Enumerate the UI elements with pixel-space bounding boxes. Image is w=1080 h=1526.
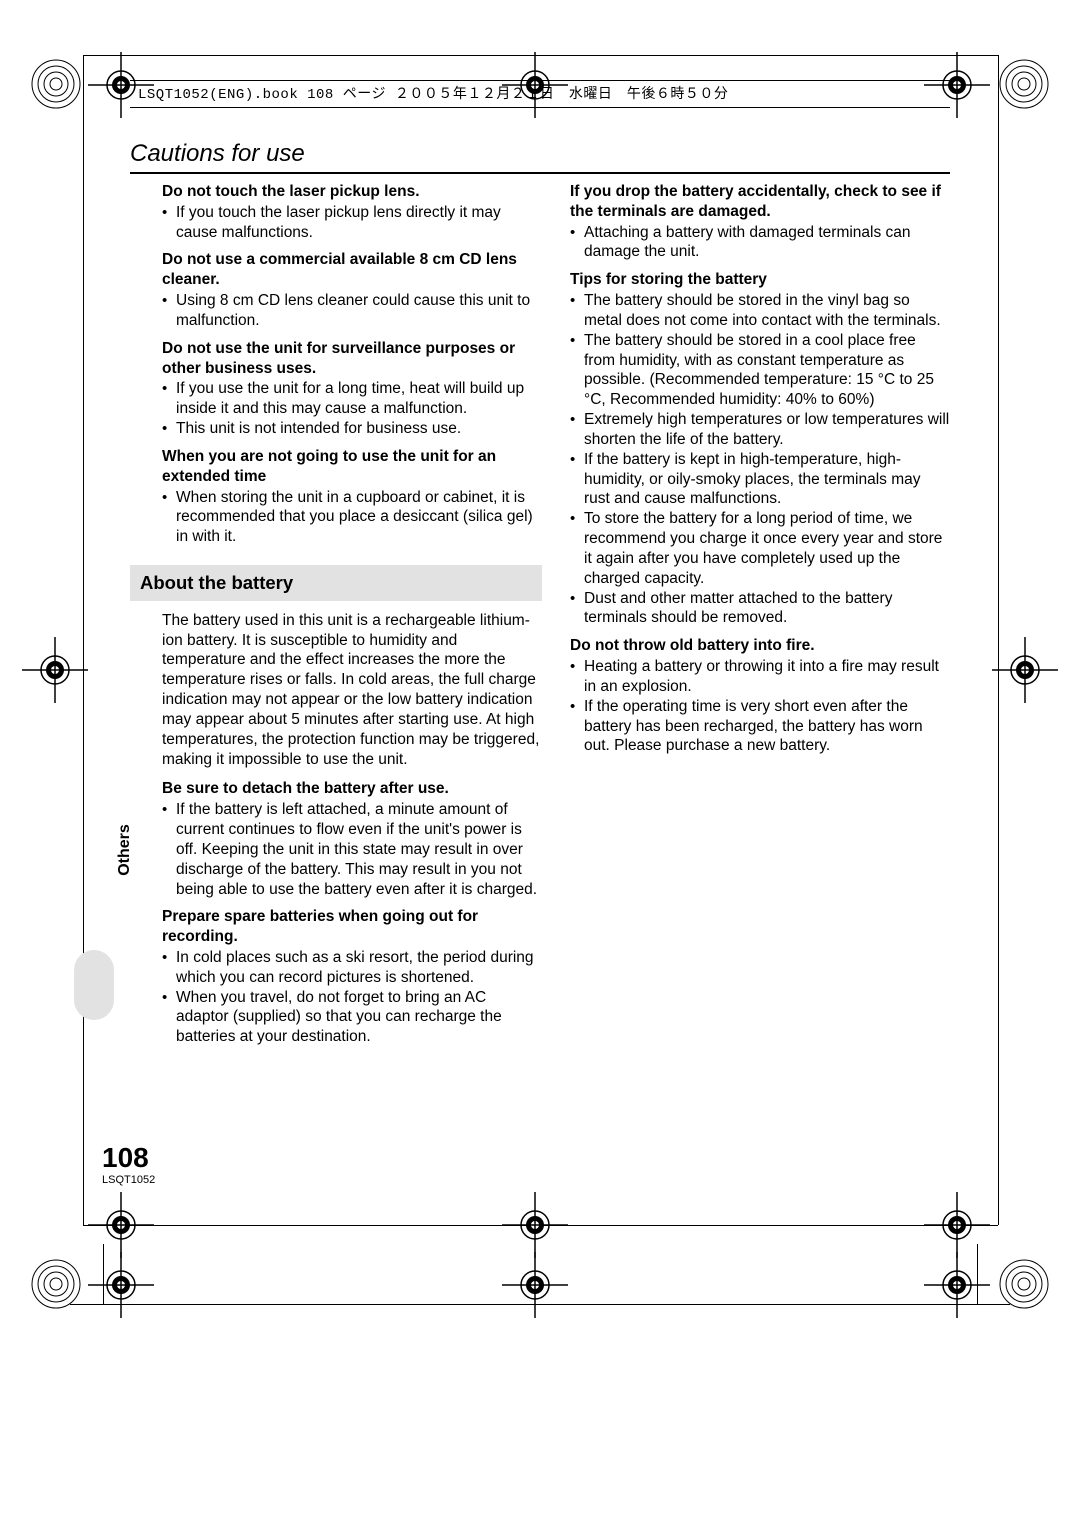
bullet-list: When storing the unit in a cupboard or c… [162, 488, 542, 547]
heading: Do not use a commercial available 8 cm C… [162, 250, 542, 290]
left-column: Do not touch the laser pickup lens. If y… [162, 182, 542, 1055]
crosshair-icon [500, 50, 570, 120]
bullet: The battery should be stored in a cool p… [570, 331, 950, 410]
bullet: If the operating time is very short even… [570, 697, 950, 756]
bullet-list: The battery should be stored in the viny… [570, 291, 950, 628]
bullet: Using 8 cm CD lens cleaner could cause t… [162, 291, 542, 331]
page-number: 108 [102, 1142, 149, 1174]
bullet-list: In cold places such as a ski resort, the… [162, 948, 542, 1047]
bullet: This unit is not intended for business u… [162, 419, 542, 439]
bullet-list: If you touch the laser pickup lens direc… [162, 203, 542, 243]
crosshair-icon [86, 1250, 156, 1320]
registration-mark-icon [30, 58, 82, 110]
crosshair-icon [990, 635, 1060, 705]
bullet: If the battery is left attached, a minut… [162, 800, 542, 899]
bullet: To store the battery for a long period o… [570, 509, 950, 588]
crosshair-icon [86, 50, 156, 120]
heading: Do not throw old battery into fire. [570, 636, 950, 656]
bullet: Dust and other matter attached to the ba… [570, 589, 950, 629]
section-rule [130, 172, 950, 174]
bullet: When storing the unit in a cupboard or c… [162, 488, 542, 547]
registration-mark-icon [998, 58, 1050, 110]
heading: When you are not going to use the unit f… [162, 447, 542, 487]
bullet: If the battery is kept in high-temperatu… [570, 450, 950, 509]
bullet-list: If you use the unit for a long time, hea… [162, 379, 542, 438]
bullet-list: If the battery is left attached, a minut… [162, 800, 542, 899]
bullet-list: Attaching a battery with damaged termina… [570, 223, 950, 263]
doc-code: LSQT1052 [102, 1174, 155, 1186]
section-title: Cautions for use [130, 140, 305, 168]
subheading-about-battery: About the battery [130, 565, 542, 601]
bullet: If you touch the laser pickup lens direc… [162, 203, 542, 243]
bullet: If you use the unit for a long time, hea… [162, 379, 542, 419]
trim-h [70, 1304, 1010, 1305]
registration-mark-icon [30, 1258, 82, 1310]
side-tab [74, 950, 114, 1020]
bullet: Heating a battery or throwing it into a … [570, 657, 950, 697]
crosshair-icon [922, 50, 992, 120]
bullet: The battery should be stored in the viny… [570, 291, 950, 331]
intro-paragraph: The battery used in this unit is a recha… [162, 611, 542, 770]
bullet: Extremely high temperatures or low tempe… [570, 410, 950, 450]
manual-page: LSQT1052(ENG).book 108 ページ ２００５年１２月２１日 水… [0, 0, 1080, 1526]
heading: Prepare spare batteries when going out f… [162, 907, 542, 947]
crosshair-icon [500, 1250, 570, 1320]
heading: If you drop the battery accidentally, ch… [570, 182, 950, 222]
bullet: Attaching a battery with damaged termina… [570, 223, 950, 263]
bullet: In cold places such as a ski resort, the… [162, 948, 542, 988]
bullet: When you travel, do not forget to bring … [162, 988, 542, 1047]
crosshair-icon [20, 635, 90, 705]
registration-mark-icon [998, 1258, 1050, 1310]
crosshair-icon [922, 1250, 992, 1320]
bullet-list: Heating a battery or throwing it into a … [570, 657, 950, 756]
heading: Tips for storing the battery [570, 270, 950, 290]
bullet-list: Using 8 cm CD lens cleaner could cause t… [162, 291, 542, 331]
heading: Be sure to detach the battery after use. [162, 779, 542, 799]
body-columns: Do not touch the laser pickup lens. If y… [162, 182, 950, 1055]
heading: Do not touch the laser pickup lens. [162, 182, 542, 202]
side-tab-label: Others [116, 790, 134, 910]
right-column: If you drop the battery accidentally, ch… [570, 182, 950, 1055]
heading: Do not use the unit for surveillance pur… [162, 339, 542, 379]
